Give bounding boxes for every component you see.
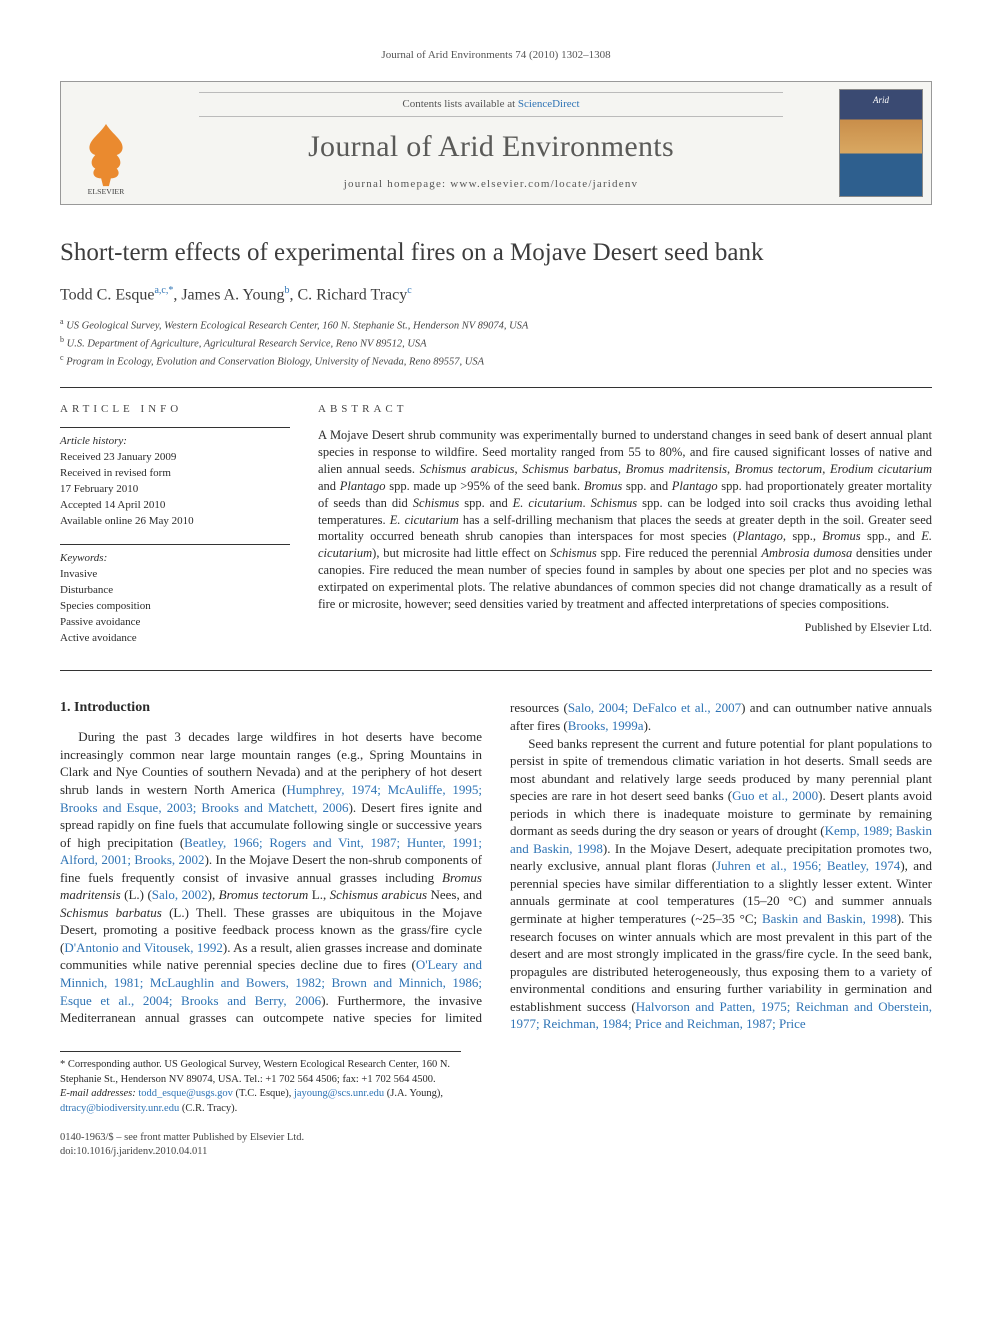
affiliation-line: b U.S. Department of Agriculture, Agricu…: [60, 334, 932, 352]
divider: [60, 670, 932, 671]
article-info-heading: ARTICLE INFO: [60, 402, 290, 417]
running-head: Journal of Arid Environments 74 (2010) 1…: [60, 48, 932, 63]
journal-homepage-line: journal homepage: www.elsevier.com/locat…: [159, 177, 823, 192]
keyword: Passive avoidance: [60, 615, 290, 631]
affiliations: a US Geological Survey, Western Ecologic…: [60, 316, 932, 369]
cover-thumb-cell: Arid: [831, 82, 931, 204]
history-line: Received in revised form: [60, 466, 290, 482]
corresponding-author-note: * Corresponding author. US Geological Su…: [60, 1058, 461, 1087]
article-history: Article history: Received 23 January 200…: [60, 427, 290, 530]
affiliation-line: c Program in Ecology, Evolution and Cons…: [60, 352, 932, 370]
abstract-column: ABSTRACT A Mojave Desert shrub community…: [318, 402, 932, 660]
author-list: Todd C. Esquea,c,*, James A. Youngb, C. …: [60, 284, 932, 306]
publisher-logo-text: ELSEVIER: [88, 187, 125, 196]
keywords-label: Keywords:: [60, 551, 290, 567]
published-by: Published by Elsevier Ltd.: [318, 619, 932, 635]
keyword: Disturbance: [60, 583, 290, 599]
email-addresses: E-mail addresses: todd_esque@usgs.gov (T…: [60, 1087, 461, 1116]
body-paragraph: Seed banks represent the current and fut…: [510, 735, 932, 1033]
sciencedirect-link[interactable]: ScienceDirect: [518, 98, 580, 110]
divider: [60, 387, 932, 388]
footnotes: * Corresponding author. US Geological Su…: [60, 1051, 461, 1117]
contents-prefix: Contents lists available at: [402, 98, 517, 110]
issn-line: 0140-1963/$ – see front matter Published…: [60, 1131, 932, 1146]
history-label: Article history:: [60, 434, 290, 450]
history-line: Received 23 January 2009: [60, 450, 290, 466]
article-body: 1. Introduction During the past 3 decade…: [60, 699, 932, 1032]
keyword: Invasive: [60, 567, 290, 583]
history-line: Accepted 14 April 2010: [60, 498, 290, 514]
cover-title: Arid: [840, 94, 922, 106]
keywords-block: Keywords: InvasiveDisturbanceSpecies com…: [60, 544, 290, 647]
abstract-text: A Mojave Desert shrub community was expe…: [318, 427, 932, 613]
homepage-url[interactable]: www.elsevier.com/locate/jaridenv: [450, 178, 638, 190]
article-title: Short-term effects of experimental fires…: [60, 237, 932, 268]
journal-masthead: ELSEVIER Contents lists available at Sci…: [60, 81, 932, 205]
journal-cover-thumb: Arid: [839, 89, 923, 197]
keyword: Species composition: [60, 599, 290, 615]
keyword: Active avoidance: [60, 631, 290, 647]
history-line: 17 February 2010: [60, 482, 290, 498]
affiliation-line: a US Geological Survey, Western Ecologic…: [60, 316, 932, 334]
journal-name: Journal of Arid Environments: [159, 127, 823, 168]
doi-line: doi:10.1016/j.jaridenv.2010.04.011: [60, 1145, 932, 1160]
contents-available-line: Contents lists available at ScienceDirec…: [199, 92, 783, 117]
corr-label: * Corresponding author.: [60, 1059, 164, 1070]
section-heading: 1. Introduction: [60, 699, 482, 718]
article-info-column: ARTICLE INFO Article history: Received 2…: [60, 402, 290, 660]
history-line: Available online 26 May 2010: [60, 514, 290, 530]
publisher-logo-cell: ELSEVIER: [61, 82, 151, 204]
front-matter-meta: 0140-1963/$ – see front matter Published…: [60, 1131, 932, 1160]
email-label: E-mail addresses:: [60, 1088, 138, 1099]
abstract-heading: ABSTRACT: [318, 402, 932, 417]
elsevier-tree-icon: ELSEVIER: [72, 118, 140, 196]
homepage-prefix: journal homepage:: [344, 178, 451, 190]
